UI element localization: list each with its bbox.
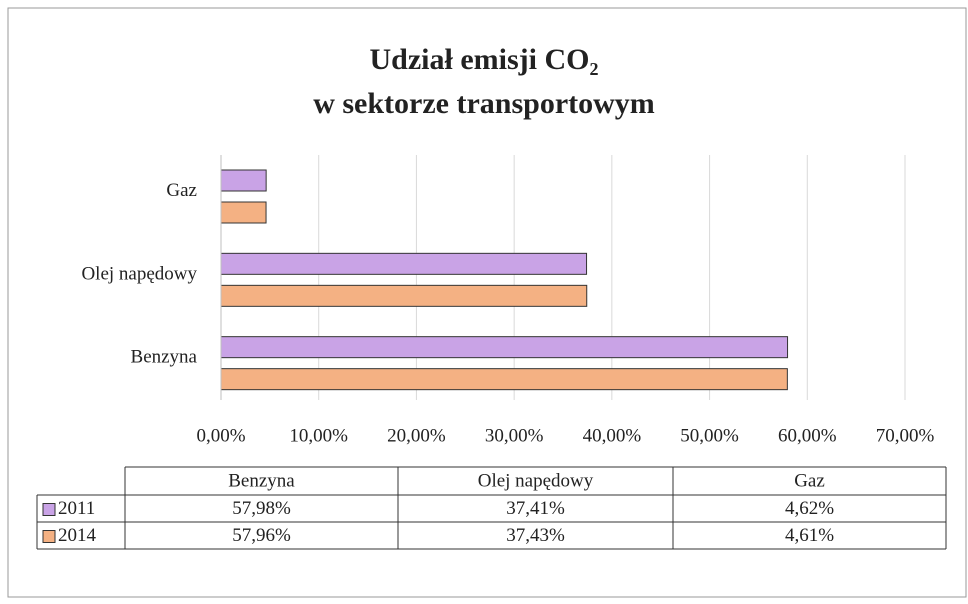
x-tick-label: 70,00% (876, 425, 935, 446)
legend-label: 2014 (58, 525, 97, 546)
y-tick-label: Benzyna (131, 347, 198, 368)
bar (220, 169, 267, 192)
x-tick-label: 0,00% (196, 425, 245, 446)
y-tick-label: Olej napędowy (81, 263, 197, 284)
bar (220, 368, 788, 391)
x-tick-label: 60,00% (778, 425, 837, 446)
bar (220, 252, 588, 275)
table-header: Gaz (794, 470, 825, 491)
table-header: Olej napędowy (478, 470, 594, 491)
table-value: 57,98% (232, 498, 291, 519)
table-value: 4,62% (785, 498, 834, 519)
legend-swatch (42, 530, 56, 543)
table-value: 57,96% (232, 525, 291, 546)
chart-title: w sektorze transportowym (313, 87, 655, 120)
bar (220, 336, 789, 359)
bar (220, 201, 267, 224)
chart-title: Udział emisji CO₂ (370, 43, 599, 76)
x-tick-label: 30,00% (485, 425, 544, 446)
table-value: 4,61% (785, 525, 834, 546)
legend-label: 2011 (58, 498, 95, 519)
x-tick-label: 20,00% (387, 425, 446, 446)
bar (220, 284, 588, 307)
table-value: 37,41% (506, 498, 565, 519)
x-tick-label: 50,00% (680, 425, 739, 446)
x-tick-label: 10,00% (289, 425, 348, 446)
table-header: Benzyna (228, 470, 295, 491)
legend-swatch (42, 503, 56, 516)
x-tick-label: 40,00% (583, 425, 642, 446)
y-tick-label: Gaz (166, 180, 197, 201)
table-value: 37,43% (506, 525, 565, 546)
